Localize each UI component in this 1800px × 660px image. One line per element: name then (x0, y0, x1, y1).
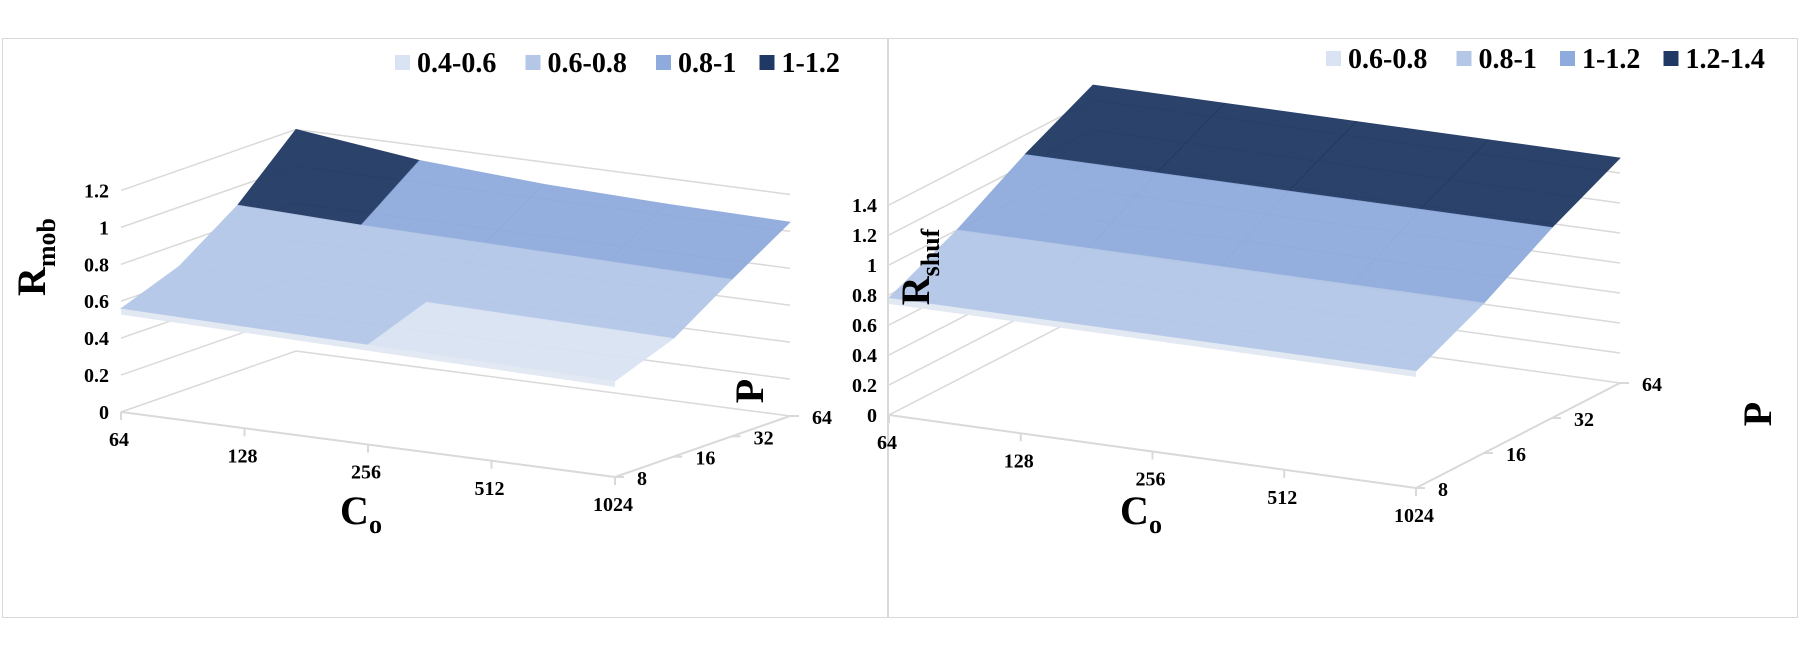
x-tick-label: 1024 (1394, 505, 1434, 527)
x-axis-title-main: C (1120, 488, 1149, 533)
z-tick-label: 32 (754, 427, 774, 449)
legend-swatch (395, 55, 410, 70)
z-tick-label: 64 (812, 407, 832, 429)
x-tick-label: 256 (351, 462, 381, 484)
y-axis-title-main: R (893, 275, 938, 305)
surface-front-edge (889, 298, 1416, 377)
y-tick-label: 0.2 (84, 365, 109, 387)
legend-label: 0.8-1 (678, 48, 736, 79)
z-tick-label: 64 (1642, 374, 1662, 396)
y-tick-label: 1 (99, 217, 109, 239)
z-tick-label: 16 (1506, 444, 1526, 466)
chart-panel-mob: 0 0.2 0.4 0.6 0.8 1 1.2 64 128 256 512 1024 8 16 32 64 R… (2, 38, 888, 618)
y-tick-label: 0.6 (84, 291, 109, 313)
x-axis-title-main: C (340, 488, 369, 533)
legend-swatch (1560, 51, 1575, 66)
y-tick-label: 0.4 (84, 328, 109, 350)
x-axis-title-sub: o (1149, 510, 1162, 539)
z-tick-label: 16 (695, 448, 715, 470)
y-tick-label: 0 (867, 405, 877, 427)
z-tick-label: 32 (1574, 409, 1594, 431)
z-axis-line (614, 415, 791, 478)
x-tick-label: 256 (1136, 469, 1166, 491)
legend-swatch (1456, 51, 1472, 66)
x-axis-title: Co (340, 488, 382, 539)
legend: 0.4-0.6 0.6-0.8 0.8-1 1-1.2 (395, 48, 840, 79)
legend-label: 0.6-0.8 (548, 48, 627, 79)
z-tick-label: 8 (1438, 479, 1448, 501)
y-tick-label: 0.2 (852, 375, 877, 397)
x-tick-label: 128 (1004, 450, 1034, 472)
y-axis-title-main: R (9, 266, 54, 296)
y-tick-label: 0.8 (84, 254, 109, 276)
y-tick-label: 1.2 (84, 180, 109, 202)
legend-label: 0.4-0.6 (417, 48, 496, 79)
surface (888, 84, 1621, 377)
legend-swatch (1326, 51, 1341, 66)
legend-label: 1-1.2 (1582, 44, 1640, 75)
x-axis-title: Co (1120, 488, 1162, 539)
legend-swatch (525, 55, 541, 70)
y-tick-label: 0.4 (852, 345, 877, 367)
z-axis-title: P (727, 379, 772, 403)
legend-swatch (1663, 51, 1679, 66)
surface-patch (1283, 284, 1485, 372)
x-tick-label: 128 (228, 445, 258, 467)
z-axis-line (1415, 382, 1621, 489)
x-tick-label: 64 (109, 429, 129, 451)
legend-label: 0.6-0.8 (1348, 44, 1427, 75)
legend-label: 1-1.2 (782, 48, 840, 79)
legend-swatch (759, 55, 775, 70)
chart-panel-shuf: 0 0.2 0.4 0.6 0.8 1 1.2 1.4 64 128 256 512 1024 8 16 32… (852, 38, 1798, 618)
y-axis-title: Rshuf (893, 228, 945, 305)
surface (119, 129, 791, 387)
y-tick-label: 0 (99, 402, 109, 424)
y-tick-label: 0.6 (852, 315, 877, 337)
gridline-y-0 (120, 350, 791, 417)
surface-front-edge (121, 308, 615, 387)
x-axis-title-sub: o (369, 510, 382, 539)
legend-label: 1.2-1.4 (1686, 44, 1765, 75)
y-tick-label: 0.8 (852, 285, 877, 307)
y-tick-label: 1.4 (852, 195, 877, 217)
x-tick-label: 512 (475, 478, 505, 500)
legend: 0.6-0.8 0.8-1 1-1.2 1.2-1.4 (1326, 44, 1765, 75)
y-tick-label: 1.2 (852, 225, 877, 247)
x-tick-label: 512 (1267, 487, 1297, 509)
y-axis-title-sub: mob (32, 218, 61, 267)
y-axis-title-sub: shuf (916, 228, 945, 276)
y-axis-title: Rmob (9, 218, 61, 296)
x-tick-label: 64 (877, 432, 897, 454)
y-tick-label: 1 (867, 255, 877, 277)
z-axis-title: P (1735, 402, 1780, 426)
z-tick-label: 8 (637, 468, 647, 490)
legend-swatch (656, 55, 671, 70)
legend-label: 0.8-1 (1479, 44, 1537, 75)
x-tick-label: 1024 (593, 494, 633, 516)
